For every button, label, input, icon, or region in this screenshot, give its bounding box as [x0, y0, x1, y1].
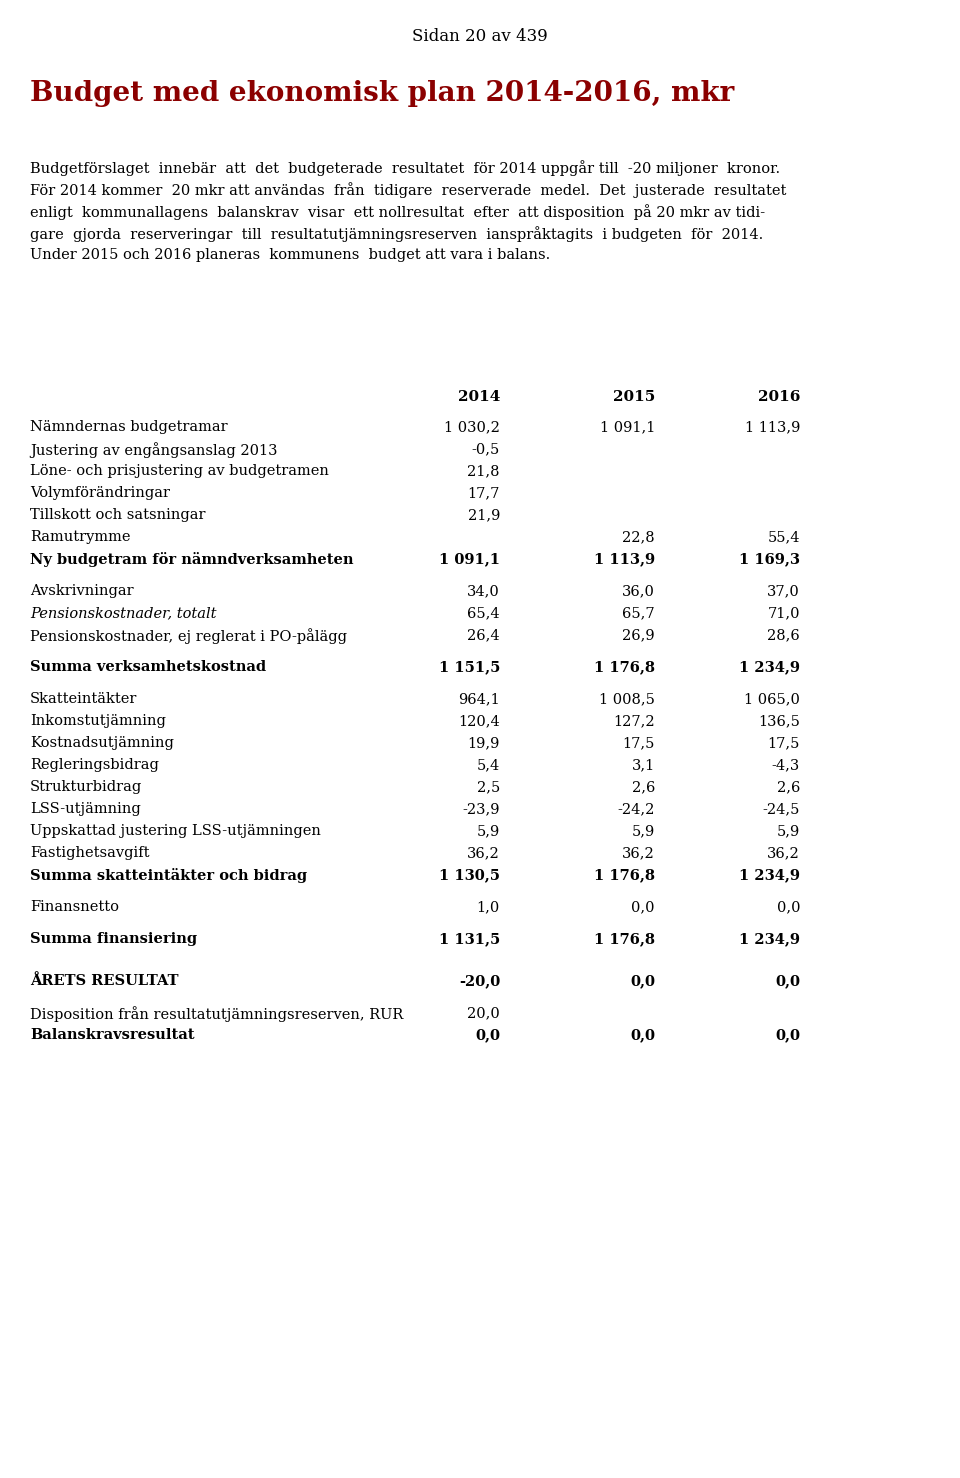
Text: Ramutrymme: Ramutrymme: [30, 531, 131, 544]
Text: -24,5: -24,5: [762, 803, 800, 816]
Text: 1 091,1: 1 091,1: [439, 551, 500, 566]
Text: Budgetförslaget  innebär  att  det  budgeterade  resultatet  för 2014 uppgår til: Budgetförslaget innebär att det budgeter…: [30, 160, 780, 176]
Text: Avskrivningar: Avskrivningar: [30, 584, 133, 599]
Text: 1 113,9: 1 113,9: [745, 420, 800, 435]
Text: -0,5: -0,5: [471, 442, 500, 457]
Text: Inkomstutjämning: Inkomstutjämning: [30, 714, 166, 729]
Text: Löne- och prisjustering av budgetramen: Löne- och prisjustering av budgetramen: [30, 464, 329, 477]
Text: 1 130,5: 1 130,5: [439, 868, 500, 882]
Text: Disposition från resultatutjämningsreserven, RUR: Disposition från resultatutjämningsreser…: [30, 1007, 403, 1021]
Text: 1 008,5: 1 008,5: [599, 692, 655, 706]
Text: Under 2015 och 2016 planeras  kommunens  budget att vara i balans.: Under 2015 och 2016 planeras kommunens b…: [30, 248, 550, 262]
Text: 1 169,3: 1 169,3: [739, 551, 800, 566]
Text: 5,9: 5,9: [777, 825, 800, 838]
Text: 19,9: 19,9: [468, 736, 500, 749]
Text: 55,4: 55,4: [767, 531, 800, 544]
Text: 0,0: 0,0: [630, 1029, 655, 1042]
Text: Summa skatteintäkter och bidrag: Summa skatteintäkter och bidrag: [30, 868, 307, 882]
Text: 964,1: 964,1: [458, 692, 500, 706]
Text: Budget med ekonomisk plan 2014-2016, mkr: Budget med ekonomisk plan 2014-2016, mkr: [30, 80, 734, 106]
Text: 0,0: 0,0: [777, 900, 800, 913]
Text: Pensionskostnader, totalt: Pensionskostnader, totalt: [30, 606, 217, 619]
Text: Skatteintäkter: Skatteintäkter: [30, 692, 137, 706]
Text: För 2014 kommer  20 mkr att användas  från  tidigare  reserverade  medel.  Det  : För 2014 kommer 20 mkr att användas från…: [30, 182, 786, 198]
Text: 1,0: 1,0: [477, 900, 500, 913]
Text: 1 234,9: 1 234,9: [739, 933, 800, 946]
Text: 2014: 2014: [458, 390, 500, 403]
Text: -4,3: -4,3: [772, 758, 800, 772]
Text: Justering av engångsanslag 2013: Justering av engångsanslag 2013: [30, 442, 277, 458]
Text: 65,7: 65,7: [622, 606, 655, 619]
Text: Tillskott och satsningar: Tillskott och satsningar: [30, 508, 205, 522]
Text: 21,9: 21,9: [468, 508, 500, 522]
Text: 5,9: 5,9: [632, 825, 655, 838]
Text: 17,5: 17,5: [768, 736, 800, 749]
Text: 136,5: 136,5: [758, 714, 800, 729]
Text: 36,2: 36,2: [468, 845, 500, 860]
Text: 21,8: 21,8: [468, 464, 500, 477]
Text: Nämndernas budgetramar: Nämndernas budgetramar: [30, 420, 228, 435]
Text: Pensionskostnader, ej reglerat i PO-pålägg: Pensionskostnader, ej reglerat i PO-pålä…: [30, 628, 347, 644]
Text: ÅRETS RESULTAT: ÅRETS RESULTAT: [30, 974, 179, 987]
Text: 2,6: 2,6: [632, 780, 655, 794]
Text: 28,6: 28,6: [767, 628, 800, 641]
Text: 1 176,8: 1 176,8: [594, 868, 655, 882]
Text: 1 234,9: 1 234,9: [739, 868, 800, 882]
Text: Finansnetto: Finansnetto: [30, 900, 119, 913]
Text: 1 091,1: 1 091,1: [600, 420, 655, 435]
Text: 1 176,8: 1 176,8: [594, 933, 655, 946]
Text: 71,0: 71,0: [767, 606, 800, 619]
Text: 1 065,0: 1 065,0: [744, 692, 800, 706]
Text: enligt  kommunallagens  balanskrav  visar  ett nollresultat  efter  att disposit: enligt kommunallagens balanskrav visar e…: [30, 204, 765, 220]
Text: -24,2: -24,2: [617, 803, 655, 816]
Text: 120,4: 120,4: [458, 714, 500, 729]
Text: 1 113,9: 1 113,9: [594, 551, 655, 566]
Text: 1 176,8: 1 176,8: [594, 661, 655, 674]
Text: gare  gjorda  reserveringar  till  resultatutjämningsreserven  ianspråktagits  i: gare gjorda reserveringar till resultatu…: [30, 226, 763, 242]
Text: -20,0: -20,0: [459, 974, 500, 987]
Text: 2,5: 2,5: [477, 780, 500, 794]
Text: 1 234,9: 1 234,9: [739, 661, 800, 674]
Text: 34,0: 34,0: [468, 584, 500, 599]
Text: 1 151,5: 1 151,5: [439, 661, 500, 674]
Text: 0,0: 0,0: [775, 1029, 800, 1042]
Text: LSS-utjämning: LSS-utjämning: [30, 803, 141, 816]
Text: 17,7: 17,7: [468, 486, 500, 500]
Text: 65,4: 65,4: [468, 606, 500, 619]
Text: Strukturbidrag: Strukturbidrag: [30, 780, 142, 794]
Text: 17,5: 17,5: [623, 736, 655, 749]
Text: 0,0: 0,0: [630, 974, 655, 987]
Text: Regleringsbidrag: Regleringsbidrag: [30, 758, 158, 772]
Text: -23,9: -23,9: [463, 803, 500, 816]
Text: Summa finansiering: Summa finansiering: [30, 933, 197, 946]
Text: 37,0: 37,0: [767, 584, 800, 599]
Text: 20,0: 20,0: [468, 1007, 500, 1020]
Text: 127,2: 127,2: [613, 714, 655, 729]
Text: 26,9: 26,9: [622, 628, 655, 641]
Text: 1 030,2: 1 030,2: [444, 420, 500, 435]
Text: 26,4: 26,4: [468, 628, 500, 641]
Text: 2016: 2016: [757, 390, 800, 403]
Text: Kostnadsutjämning: Kostnadsutjämning: [30, 736, 174, 749]
Text: 2,6: 2,6: [777, 780, 800, 794]
Text: 5,4: 5,4: [477, 758, 500, 772]
Text: 0,0: 0,0: [475, 1029, 500, 1042]
Text: Volymförändringar: Volymförändringar: [30, 486, 170, 500]
Text: 36,2: 36,2: [622, 845, 655, 860]
Text: Fastighetsavgift: Fastighetsavgift: [30, 845, 150, 860]
Text: 36,2: 36,2: [767, 845, 800, 860]
Text: Uppskattad justering LSS-utjämningen: Uppskattad justering LSS-utjämningen: [30, 825, 321, 838]
Text: 3,1: 3,1: [632, 758, 655, 772]
Text: Ny budgetram för nämndverksamheten: Ny budgetram för nämndverksamheten: [30, 551, 353, 568]
Text: 2015: 2015: [612, 390, 655, 403]
Text: Summa verksamhetskostnad: Summa verksamhetskostnad: [30, 661, 266, 674]
Text: 1 131,5: 1 131,5: [439, 933, 500, 946]
Text: Sidan 20 av 439: Sidan 20 av 439: [412, 28, 548, 44]
Text: 22,8: 22,8: [622, 531, 655, 544]
Text: 36,0: 36,0: [622, 584, 655, 599]
Text: 0,0: 0,0: [775, 974, 800, 987]
Text: Balanskravsresultat: Balanskravsresultat: [30, 1029, 195, 1042]
Text: 5,9: 5,9: [477, 825, 500, 838]
Text: 0,0: 0,0: [632, 900, 655, 913]
